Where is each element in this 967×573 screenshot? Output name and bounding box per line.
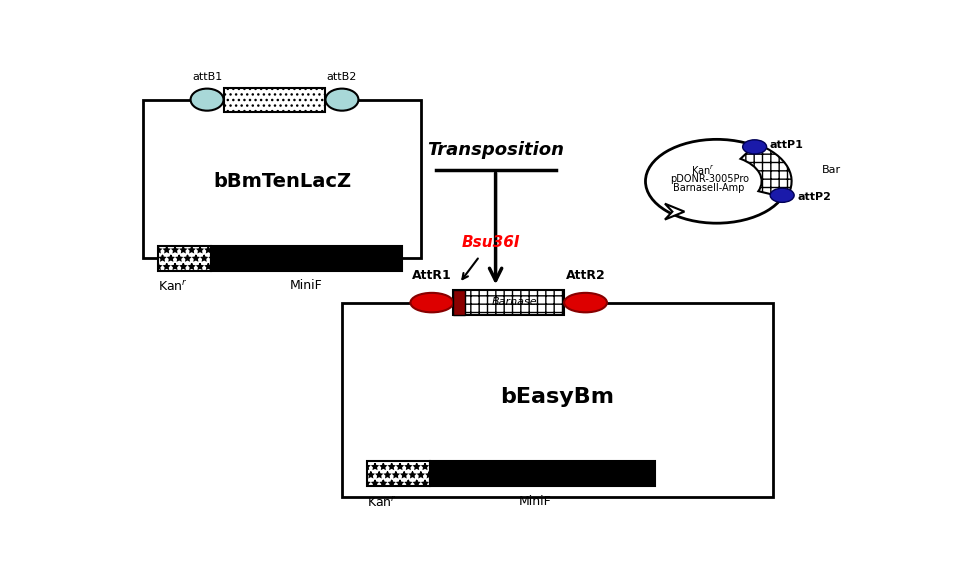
Bar (454, 290, 465, 315)
Text: attB1: attB1 (191, 72, 222, 82)
Ellipse shape (410, 293, 454, 312)
Text: Barnase: Barnase (492, 297, 538, 307)
Ellipse shape (190, 89, 223, 111)
Bar (159, 246, 211, 270)
Text: bEasyBm: bEasyBm (500, 387, 614, 407)
Polygon shape (665, 203, 685, 219)
Text: attP1: attP1 (770, 140, 804, 150)
Bar (366, 461, 430, 486)
Text: Bar: Bar (822, 165, 841, 175)
Bar (342, 303, 773, 497)
Wedge shape (741, 144, 792, 198)
Ellipse shape (564, 293, 607, 312)
Text: bBmTenLacZ: bBmTenLacZ (213, 172, 351, 191)
Text: AttR1: AttR1 (412, 269, 452, 282)
Circle shape (646, 139, 788, 223)
Text: Kan$^r$: Kan$^r$ (159, 280, 189, 294)
Bar (143, 100, 421, 258)
Text: Transposition: Transposition (427, 141, 564, 159)
Text: Kan$^r$: Kan$^r$ (691, 164, 715, 177)
Text: Bsu36I: Bsu36I (461, 235, 520, 250)
Text: MiniF: MiniF (519, 496, 552, 508)
Circle shape (770, 189, 794, 202)
Bar (211, 246, 402, 270)
Text: BarnaseII-Amp: BarnaseII-Amp (673, 183, 745, 193)
Bar (430, 461, 656, 486)
Bar (454, 290, 564, 315)
Bar (223, 88, 326, 112)
Text: attP2: attP2 (797, 192, 831, 202)
Circle shape (743, 140, 767, 154)
Text: Kan$^r$: Kan$^r$ (366, 496, 396, 510)
Text: pDONR-3005Pro: pDONR-3005Pro (670, 174, 748, 184)
Ellipse shape (326, 89, 359, 111)
Text: attB2: attB2 (327, 72, 357, 82)
Text: MiniF: MiniF (290, 280, 323, 292)
Text: AttR2: AttR2 (566, 269, 605, 282)
